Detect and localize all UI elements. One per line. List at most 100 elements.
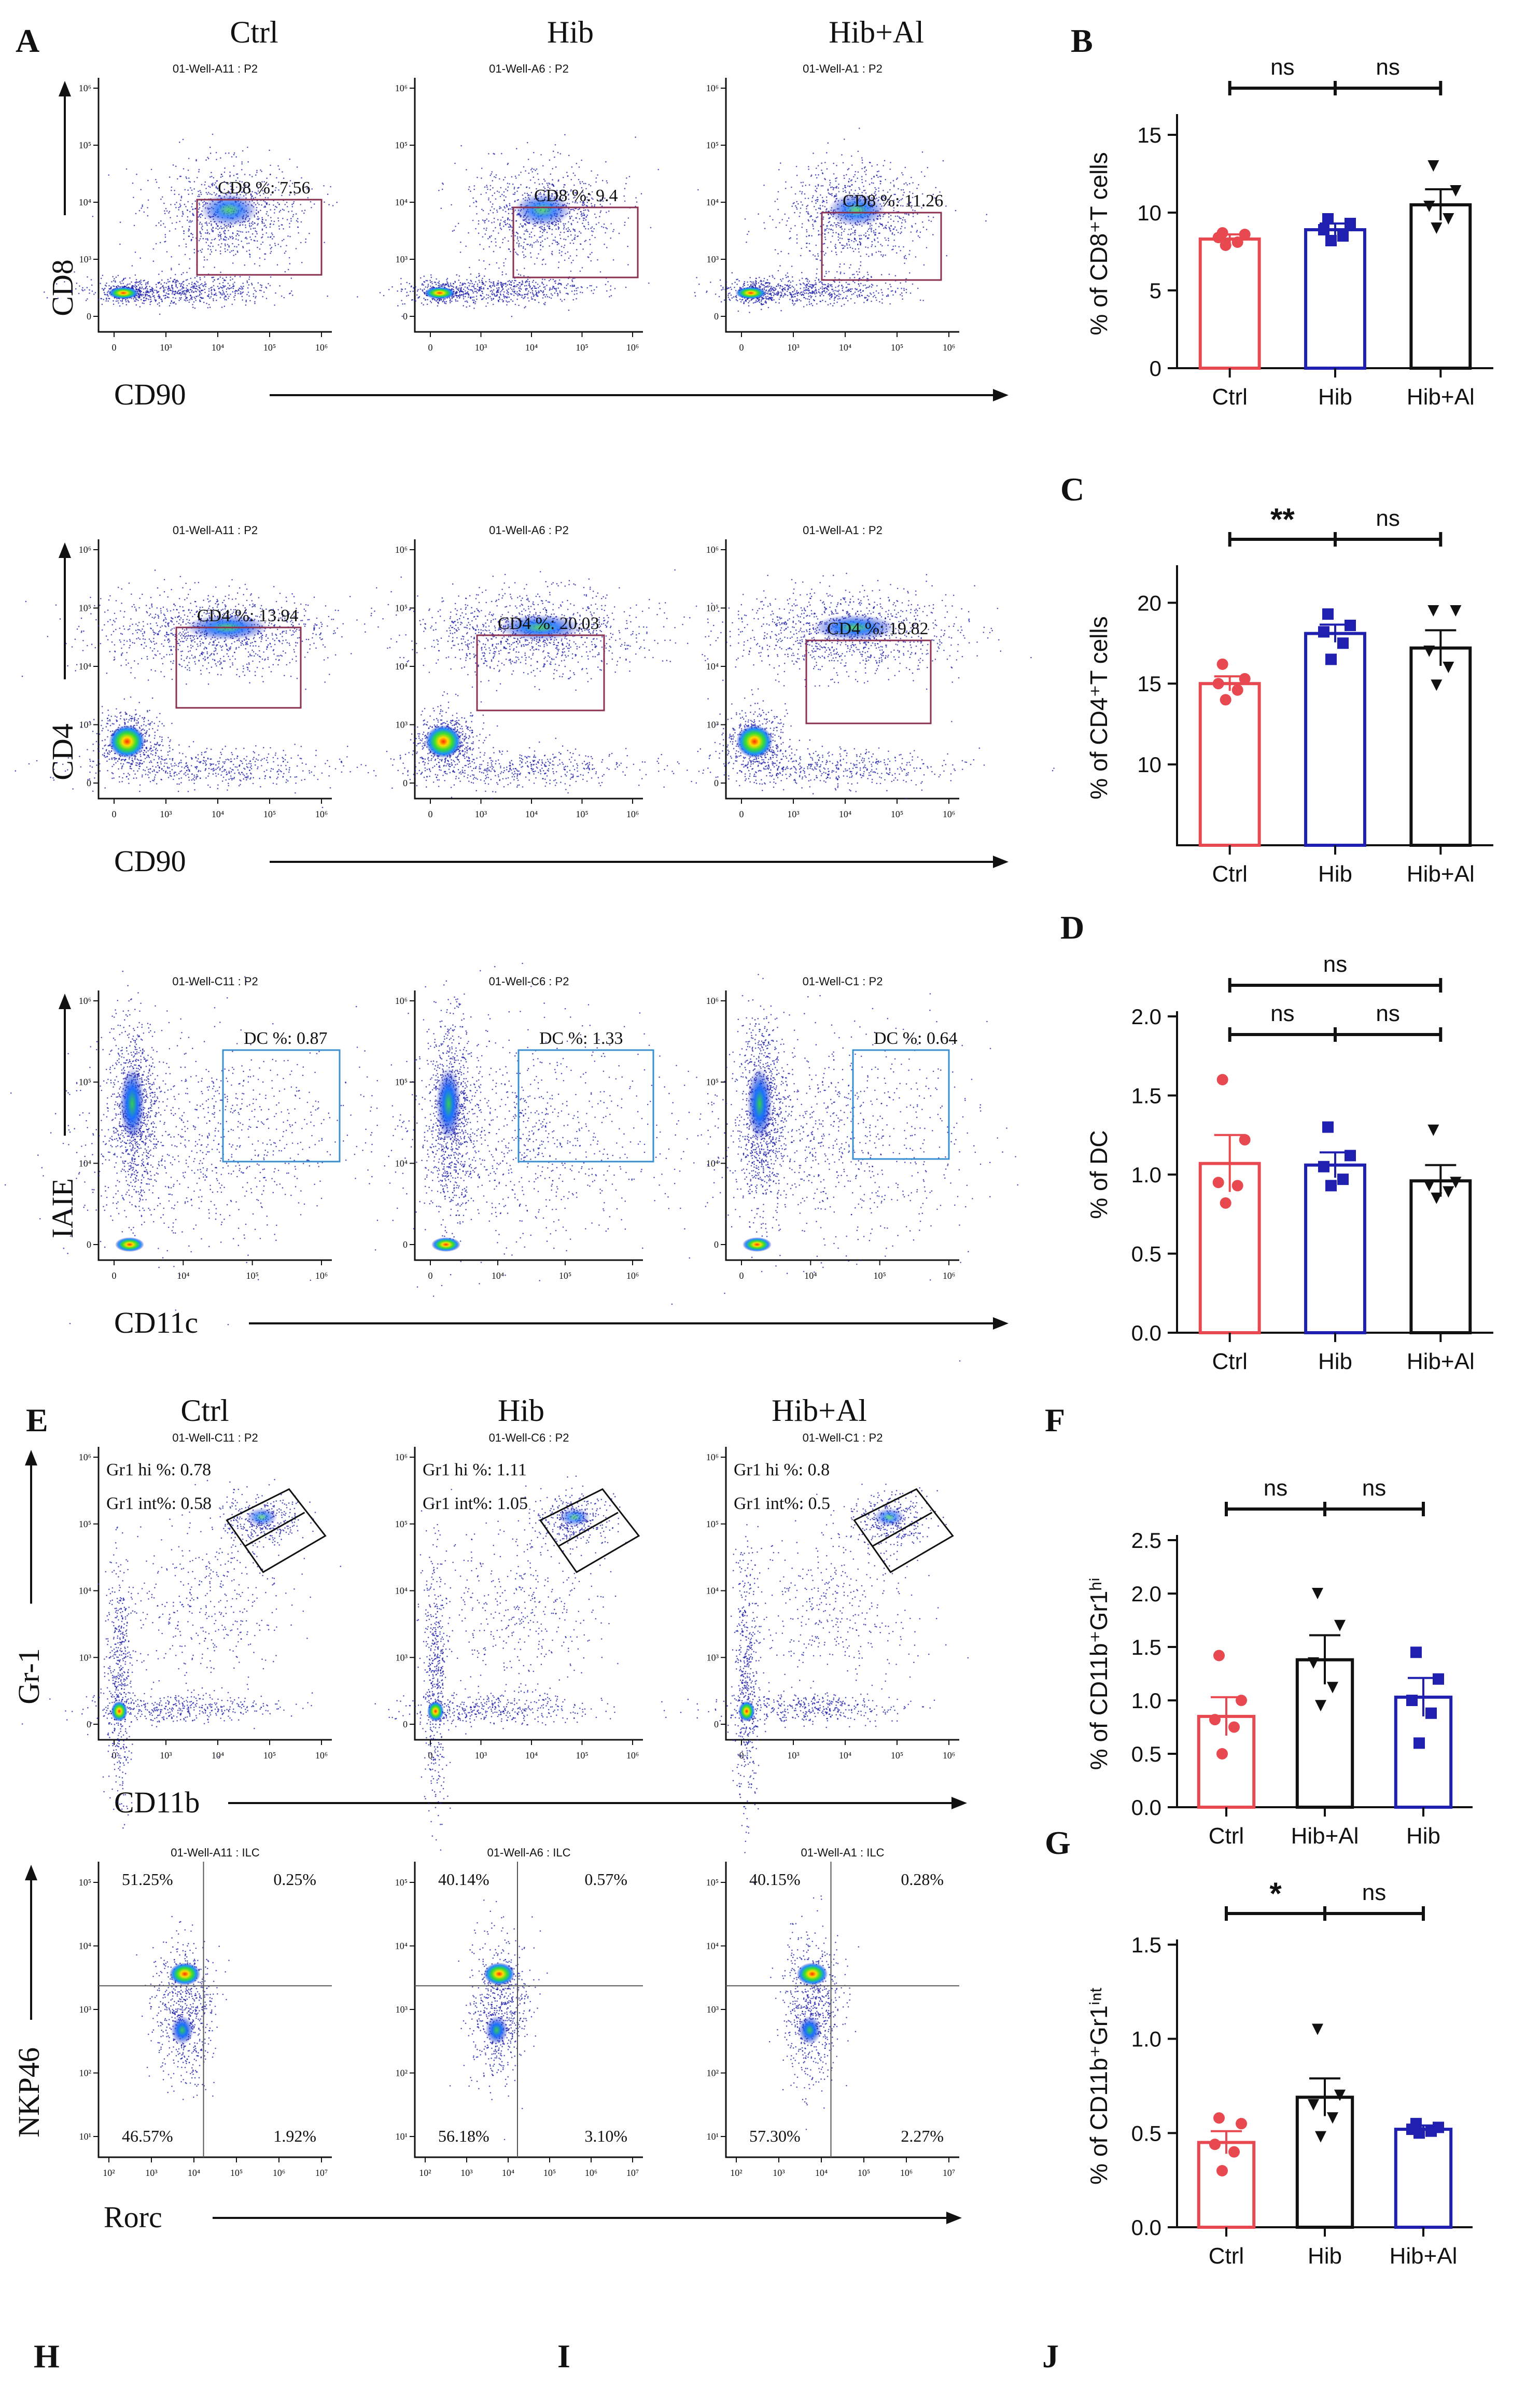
event-dot bbox=[240, 231, 242, 233]
event-dot bbox=[218, 278, 219, 280]
event-dot bbox=[198, 194, 200, 195]
event-dot bbox=[159, 305, 160, 306]
event-dot bbox=[228, 298, 229, 299]
event-dot bbox=[249, 174, 250, 176]
event-dot bbox=[287, 206, 288, 207]
event-dot bbox=[93, 294, 95, 295]
event-dot bbox=[191, 291, 192, 293]
event-dot bbox=[264, 259, 265, 260]
event-dot bbox=[180, 299, 181, 300]
event-dot bbox=[138, 284, 139, 286]
event-dot bbox=[91, 279, 92, 281]
event-dot bbox=[199, 195, 200, 197]
event-dot bbox=[116, 276, 117, 278]
event-dot bbox=[132, 183, 134, 184]
event-dot bbox=[293, 214, 295, 216]
event-dot bbox=[107, 294, 108, 296]
event-dot bbox=[252, 233, 254, 235]
event-dot bbox=[249, 254, 251, 256]
event-dot bbox=[74, 271, 75, 273]
event-dot bbox=[241, 169, 243, 171]
event-dot bbox=[152, 291, 154, 292]
event-dot bbox=[279, 228, 281, 230]
event-dot bbox=[280, 210, 282, 212]
event-dot bbox=[125, 304, 127, 305]
event-dot bbox=[106, 285, 107, 287]
event-dot bbox=[164, 213, 166, 214]
panel-letter-f: F bbox=[1045, 1402, 1065, 1439]
event-dot bbox=[192, 214, 194, 216]
event-dot bbox=[220, 292, 221, 294]
event-dot bbox=[175, 165, 177, 167]
event-dot bbox=[215, 228, 217, 229]
event-dot bbox=[444, 301, 445, 303]
event-dot bbox=[305, 239, 307, 240]
event-dot bbox=[246, 243, 248, 244]
event-dot bbox=[247, 287, 249, 289]
event-dot bbox=[238, 244, 240, 246]
panel-letter-e: E bbox=[26, 1402, 48, 1439]
event-dot bbox=[242, 246, 244, 247]
event-dot bbox=[211, 251, 213, 253]
event-dot bbox=[253, 294, 255, 295]
event-dot bbox=[568, 310, 570, 311]
event-dot bbox=[113, 280, 115, 282]
event-dot bbox=[226, 299, 227, 301]
event-dot bbox=[189, 211, 191, 213]
event-dot bbox=[143, 280, 144, 282]
event-dot bbox=[175, 292, 177, 294]
event-dot bbox=[225, 236, 226, 238]
event-dot bbox=[170, 204, 172, 205]
event-dot bbox=[200, 192, 202, 193]
y-tick-label: 10⁴ bbox=[79, 197, 91, 207]
group-label-ctrl-2: Ctrl bbox=[180, 1393, 229, 1428]
event-dot bbox=[164, 241, 165, 243]
event-dot bbox=[225, 285, 226, 287]
event-dot bbox=[199, 285, 200, 286]
event-dot bbox=[270, 236, 272, 238]
event-dot bbox=[231, 236, 233, 238]
event-dot bbox=[168, 294, 170, 295]
event-dot bbox=[217, 226, 219, 227]
event-dot bbox=[84, 289, 86, 291]
event-dot bbox=[82, 287, 83, 289]
event-dot bbox=[277, 264, 278, 266]
event-dot bbox=[247, 147, 248, 148]
event-dot bbox=[197, 276, 198, 277]
event-dot bbox=[427, 287, 428, 288]
event-dot bbox=[144, 212, 145, 213]
event-dot bbox=[156, 290, 158, 291]
event-dot bbox=[207, 238, 208, 240]
event-dot bbox=[420, 288, 422, 290]
event-dot bbox=[232, 233, 234, 234]
event-dot bbox=[182, 282, 184, 283]
event-dot bbox=[265, 227, 267, 228]
event-dot bbox=[250, 198, 252, 199]
event-dot bbox=[131, 282, 132, 283]
event-dot bbox=[227, 294, 229, 295]
event-dot bbox=[161, 301, 163, 302]
event-dot bbox=[104, 288, 106, 289]
event-dot bbox=[158, 222, 160, 224]
event-dot bbox=[92, 290, 93, 292]
event-dot bbox=[447, 285, 449, 287]
event-dot bbox=[224, 305, 226, 307]
event-dot bbox=[123, 279, 124, 281]
event-dot bbox=[268, 236, 269, 238]
event-dot bbox=[152, 294, 153, 295]
event-dot bbox=[207, 157, 208, 158]
event-dot bbox=[226, 227, 228, 229]
event-dot bbox=[187, 210, 188, 211]
event-dot bbox=[180, 295, 182, 296]
event-dot bbox=[274, 221, 275, 222]
event-dot bbox=[101, 278, 102, 280]
event-dot bbox=[191, 220, 193, 222]
event-dot bbox=[199, 203, 200, 204]
event-dot bbox=[254, 222, 256, 224]
event-dot bbox=[174, 294, 175, 296]
event-dot bbox=[430, 286, 431, 287]
event-dot bbox=[190, 295, 192, 297]
event-dot bbox=[483, 297, 485, 298]
event-dot bbox=[219, 283, 220, 285]
event-dot bbox=[149, 286, 150, 287]
